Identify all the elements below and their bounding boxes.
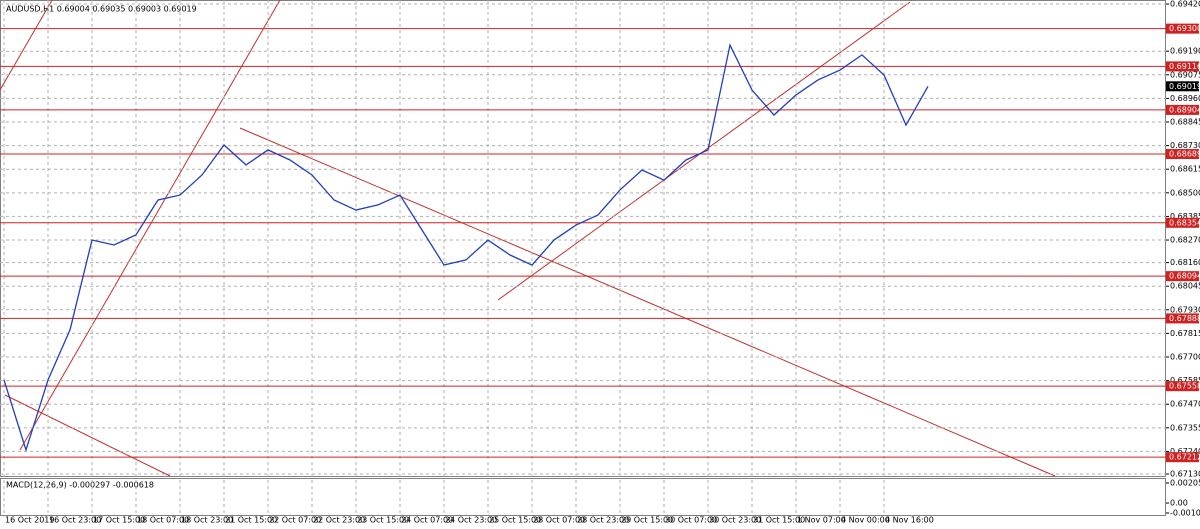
macd-tick-label: 0.002056 xyxy=(1170,479,1200,488)
trend-line xyxy=(0,0,53,91)
level-label: 0.69300 xyxy=(1169,24,1200,33)
trend-line xyxy=(4,394,171,477)
y-tick-label: 0.68615 xyxy=(1170,165,1200,174)
y-tick-label: 0.68500 xyxy=(1170,188,1200,197)
y-tick-label: 0.69075 xyxy=(1170,70,1200,79)
macd-tick-label: 0.00 xyxy=(1170,499,1188,508)
level-tag xyxy=(1166,313,1199,324)
level-tag xyxy=(1166,149,1199,160)
x-tick-label: 24 Oct 23:00 xyxy=(445,516,497,525)
level-tag xyxy=(1166,381,1199,392)
level-label: 0.67212 xyxy=(1169,453,1200,462)
y-tick-label: 0.69190 xyxy=(1170,47,1200,56)
macd-title: MACD(12,26,9) -0.000297 -0.000618 xyxy=(6,481,154,490)
level-label: 0.69116 xyxy=(1169,62,1200,71)
y-tick-label: 0.68960 xyxy=(1170,94,1200,103)
y-tick-label: 0.67130 xyxy=(1170,470,1200,479)
x-tick-label: 1 Nov 07:00 xyxy=(797,516,846,525)
level-tag xyxy=(1166,104,1199,115)
y-tick-label: 0.68160 xyxy=(1170,258,1200,267)
y-tick-label: 0.67355 xyxy=(1170,423,1200,432)
level-tag xyxy=(1166,61,1199,72)
chart-title: AUDUSD,H1 0.69004 0.69035 0.69003 0.6901… xyxy=(6,5,197,14)
y-tick-label: 0.67470 xyxy=(1170,400,1200,409)
level-tag xyxy=(1166,452,1199,463)
y-tick-label: 0.69420 xyxy=(1170,0,1200,9)
x-tick-label: 18 Oct 23:00 xyxy=(181,516,233,525)
y-tick-label: 0.67585 xyxy=(1170,376,1200,385)
level-label: 0.68094 xyxy=(1169,272,1200,281)
trend-line xyxy=(239,127,1056,477)
x-tick-label: 21 Oct 15:00 xyxy=(225,516,277,525)
price-line xyxy=(3,43,929,453)
macd-pane xyxy=(0,478,1166,516)
y-tick-label: 0.68045 xyxy=(1170,282,1200,291)
x-tick-label: 22 Oct 07:00 xyxy=(269,516,321,525)
y-tick-label: 0.68270 xyxy=(1170,236,1200,245)
y-tick-label: 0.68730 xyxy=(1170,141,1200,150)
x-tick-label: 29 Oct 15:00 xyxy=(621,516,673,525)
y-tick-label: 0.68385 xyxy=(1170,212,1200,221)
level-label: 0.68689 xyxy=(1169,150,1200,159)
x-tick-label: 17 Oct 15:00 xyxy=(93,516,145,525)
level-label: 0.67888 xyxy=(1169,314,1200,323)
x-tick-label: 16 Oct 23:00 xyxy=(49,516,101,525)
level-tag xyxy=(1166,217,1199,228)
level-tag xyxy=(1166,23,1199,34)
level-label: 0.68354 xyxy=(1169,218,1200,227)
y-tick-label: 0.68845 xyxy=(1170,118,1200,127)
level-tag xyxy=(1166,271,1199,282)
x-tick-label: 4 Nov 00:00 xyxy=(841,516,890,525)
macd-tick-label: -0.001021 xyxy=(1170,509,1200,518)
x-tick-label: 30 Oct 23:00 xyxy=(709,516,761,525)
x-tick-label: 18 Oct 07:00 xyxy=(137,516,189,525)
y-tick-label: 0.67700 xyxy=(1170,353,1200,362)
last-price-label: 0.69019 xyxy=(1169,82,1200,91)
x-tick-label: 25 Oct 15:00 xyxy=(489,516,541,525)
level-label: 0.68904 xyxy=(1169,105,1200,114)
x-tick-label: 23 Oct 15:00 xyxy=(357,516,409,525)
x-tick-label: 30 Oct 07:00 xyxy=(665,516,717,525)
x-tick-label: 28 Oct 07:00 xyxy=(533,516,585,525)
x-tick-label: 22 Oct 23:00 xyxy=(313,516,365,525)
level-label: 0.67558 xyxy=(1169,382,1200,391)
x-tick-label: 31 Oct 15:00 xyxy=(753,516,805,525)
last-price-tag xyxy=(1166,81,1199,92)
x-tick-label: 4 Nov 16:00 xyxy=(885,516,934,525)
y-tick-label: 0.67815 xyxy=(1170,329,1200,338)
x-tick-label: 24 Oct 07:00 xyxy=(401,516,453,525)
y-tick-label: 0.67930 xyxy=(1170,305,1200,314)
y-tick-label: 0.67240 xyxy=(1170,447,1200,456)
x-tick-label: 28 Oct 23:00 xyxy=(577,516,629,525)
x-tick-label: 16 Oct 2019 xyxy=(5,516,54,525)
